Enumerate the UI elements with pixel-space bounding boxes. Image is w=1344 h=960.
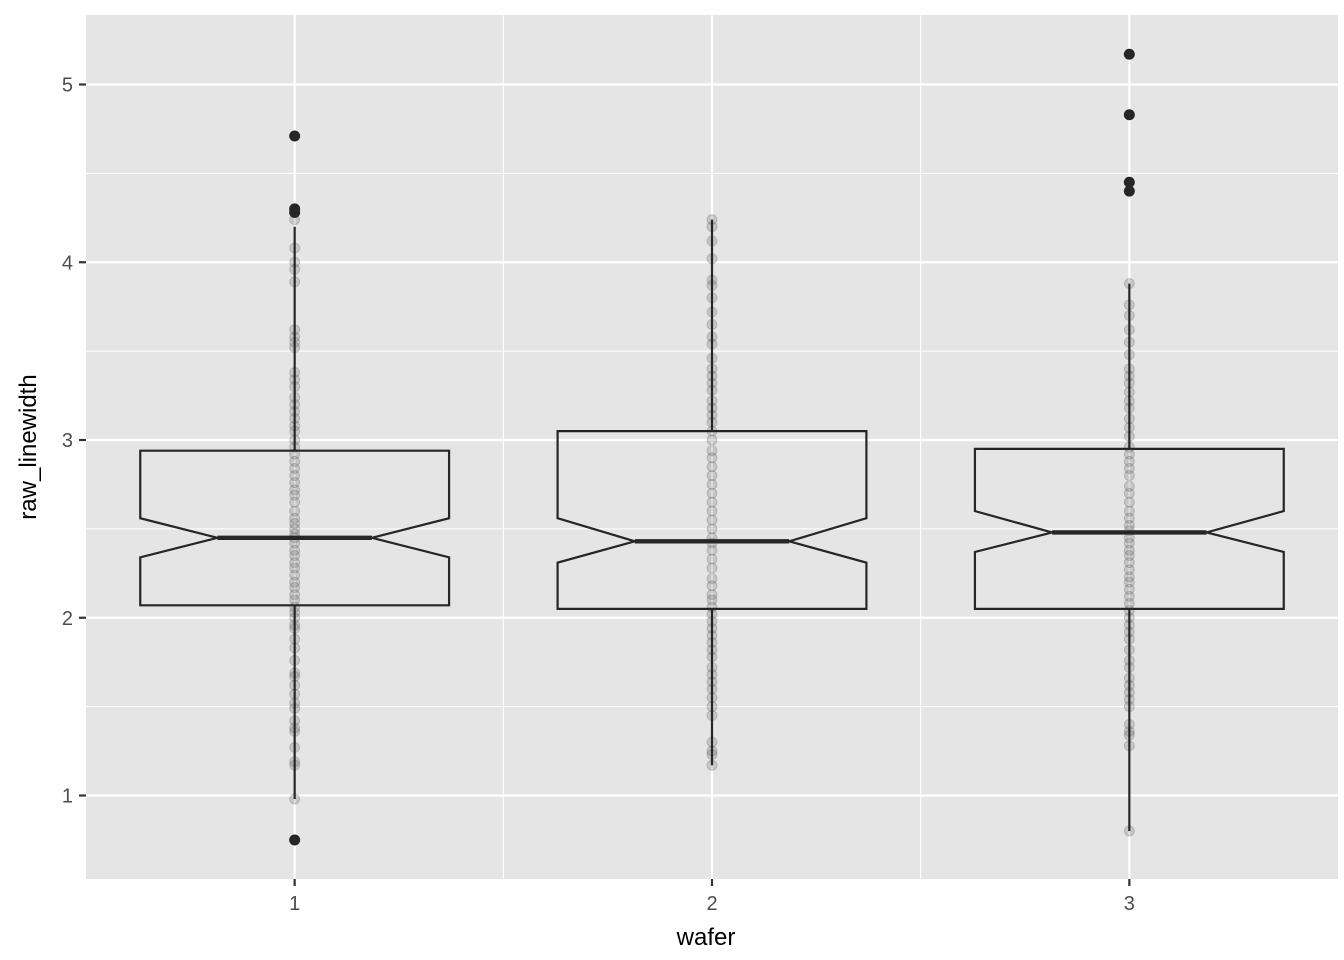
y-tick-label: 2	[62, 608, 73, 630]
jitter-point	[706, 553, 718, 565]
x-tick-label: 1	[289, 893, 300, 915]
y-axis: 1 2 3 4 5	[62, 75, 86, 808]
jitter-point	[706, 514, 718, 526]
outlier-point	[1123, 176, 1135, 188]
jitter-point	[289, 518, 301, 530]
jitter-point	[289, 589, 301, 601]
jitter-point	[1123, 537, 1135, 549]
x-axis-title: wafer	[676, 924, 736, 951]
jitter-point	[706, 544, 718, 556]
jitter-point	[289, 582, 301, 594]
jitter-point	[1123, 590, 1135, 602]
jitter-point	[706, 573, 718, 585]
jitter-point	[706, 562, 718, 574]
jitter-point	[1123, 583, 1135, 595]
jitter-point	[289, 512, 301, 524]
x-axis: 1 2 3	[289, 879, 1135, 915]
jitter-point	[1123, 557, 1135, 569]
jitter-point	[706, 470, 718, 482]
jitter-point	[289, 489, 301, 501]
y-axis-title: raw_linewidth	[15, 374, 42, 519]
outlier-points	[289, 48, 1135, 846]
y-tick-label: 5	[62, 75, 73, 97]
jitter-point	[706, 580, 718, 592]
notched-box	[556, 430, 868, 610]
jitter-point	[706, 496, 718, 508]
jitter-point	[289, 544, 301, 556]
jitter-point	[289, 523, 301, 535]
x-tick-label: 2	[706, 893, 717, 915]
y-tick-label: 3	[62, 430, 73, 452]
jitter-point	[289, 576, 301, 588]
jitter-point	[289, 455, 301, 467]
outlier-point	[289, 130, 301, 142]
outlier-point	[1123, 48, 1135, 60]
boxes	[139, 219, 1285, 832]
jitter-point	[289, 484, 301, 496]
jitter-point	[706, 478, 718, 490]
jitter-points	[289, 214, 1135, 837]
notched-box	[973, 447, 1285, 610]
jitter-point	[289, 470, 301, 482]
jitter-point	[289, 505, 301, 517]
jitter-point	[289, 562, 301, 574]
jitter-point	[1123, 487, 1135, 499]
jitter-point	[289, 550, 301, 562]
jitter-point	[289, 496, 301, 508]
jitter-point	[289, 569, 301, 581]
jitter-point	[706, 452, 718, 464]
outlier-point	[289, 206, 301, 218]
outlier-point	[1123, 185, 1135, 197]
x-tick-label: 3	[1124, 893, 1135, 915]
jitter-point	[1123, 505, 1135, 517]
jitter-point	[706, 445, 718, 457]
outlier-point	[289, 834, 301, 846]
jitter-point	[706, 461, 718, 473]
jitter-point	[706, 589, 718, 601]
jitter-point	[1123, 480, 1135, 492]
jitter-point	[1123, 576, 1135, 588]
jitter-point	[1123, 550, 1135, 562]
jitter-point	[1123, 512, 1135, 524]
jitter-point	[1123, 455, 1135, 467]
jitter-point	[706, 487, 718, 499]
notched-box	[139, 449, 451, 607]
jitter-point	[289, 462, 301, 474]
y-tick-label: 1	[62, 786, 73, 808]
y-tick-label: 4	[62, 252, 73, 274]
jitter-point	[1123, 564, 1135, 576]
jitter-point	[1123, 462, 1135, 474]
jitter-point	[1123, 544, 1135, 556]
jitter-point	[706, 594, 718, 606]
jitter-point	[706, 523, 718, 535]
outlier-point	[1123, 109, 1135, 121]
jitter-point	[706, 505, 718, 517]
jitter-point	[706, 434, 718, 446]
jitter-point	[289, 557, 301, 569]
jitter-point	[1123, 470, 1135, 482]
jitter-point	[1123, 496, 1135, 508]
jitter-point	[1123, 571, 1135, 583]
jitter-point	[289, 477, 301, 489]
